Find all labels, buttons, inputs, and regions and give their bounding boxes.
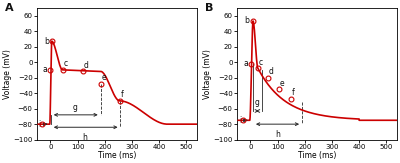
Y-axis label: Voltage (mV): Voltage (mV) [3,49,12,99]
X-axis label: Time (ms): Time (ms) [298,151,336,160]
Text: h: h [275,130,280,139]
Text: A: A [5,2,13,13]
Text: b: b [244,16,249,25]
Text: g: g [255,98,260,107]
X-axis label: Time (ms): Time (ms) [98,151,136,160]
Text: e: e [102,73,106,82]
Text: d: d [269,67,274,76]
Text: c: c [259,58,263,67]
Text: a: a [43,65,48,74]
Text: g: g [72,103,77,112]
Text: f: f [120,90,123,99]
Y-axis label: Voltage (mV): Voltage (mV) [203,49,212,99]
Text: b: b [44,37,49,46]
Text: d: d [84,61,89,70]
Text: f: f [291,88,294,97]
Text: e: e [280,79,284,88]
Text: i: i [38,120,40,129]
Text: B: B [205,2,213,13]
Text: c: c [63,59,68,68]
Text: a: a [243,59,248,68]
Text: h: h [83,133,88,142]
Text: i: i [239,116,241,125]
